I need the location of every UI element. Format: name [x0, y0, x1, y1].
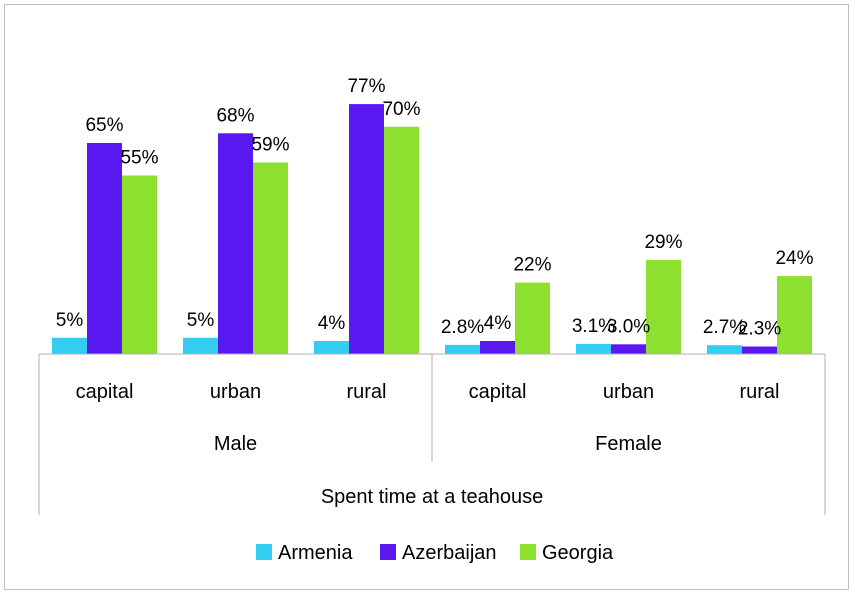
legend-label-georgia: Georgia — [542, 542, 614, 564]
bar-azerbaijan-0 — [87, 143, 122, 354]
bar-georgia-4 — [646, 259, 681, 354]
category-label-2: rural — [346, 381, 386, 403]
bar-georgia-5 — [777, 276, 812, 354]
legend-swatch-armenia — [256, 544, 272, 560]
bar-armenia-3 — [445, 344, 480, 354]
legend-swatch-georgia — [520, 544, 536, 560]
category-axis: capital urban rural capital urban rural Male Fe… — [38, 353, 826, 515]
bar-armenia-4 — [576, 343, 611, 354]
value-label-azerbaijan-4: 3.0% — [607, 316, 650, 337]
value-label-azerbaijan-5: 2.3% — [738, 319, 781, 340]
value-label-azerbaijan-1: 68% — [216, 105, 254, 126]
legend: Armenia Azerbaijan Georgia — [256, 542, 614, 564]
legend-label-armenia: Armenia — [278, 542, 353, 564]
bar-azerbaijan-4 — [611, 344, 646, 354]
value-label-armenia-3: 2.8% — [441, 317, 484, 338]
value-label-armenia-5: 2.7% — [703, 317, 746, 338]
bar-georgia-0 — [122, 175, 157, 354]
bar-armenia-5 — [707, 345, 742, 354]
bar-armenia-2 — [314, 341, 349, 354]
category-label-0: capital — [76, 381, 134, 403]
group-label-male: Male — [214, 433, 257, 455]
group-label-female: Female — [595, 433, 662, 455]
bar-georgia-1 — [253, 162, 288, 354]
value-label-georgia-0: 55% — [120, 148, 158, 169]
bar-armenia-0 — [52, 337, 87, 354]
value-label-azerbaijan-0: 65% — [85, 115, 123, 136]
value-label-armenia-0: 5% — [56, 310, 84, 331]
value-label-georgia-2: 70% — [382, 99, 420, 120]
value-label-armenia-4: 3.1% — [572, 316, 615, 337]
bar-azerbaijan-2 — [349, 104, 384, 354]
value-label-georgia-1: 59% — [251, 135, 289, 156]
bar-georgia-2 — [384, 126, 419, 354]
legend-label-azerbaijan: Azerbaijan — [402, 542, 497, 564]
category-label-5: rural — [739, 381, 779, 403]
value-label-armenia-2: 4% — [318, 313, 346, 334]
value-label-georgia-3: 22% — [513, 255, 551, 276]
x-axis-title: Spent time at a teahouse — [321, 486, 543, 508]
value-label-armenia-1: 5% — [187, 310, 215, 331]
bar-georgia-3 — [515, 282, 550, 354]
legend-swatch-azerbaijan — [380, 544, 396, 560]
value-label-georgia-5: 24% — [775, 248, 813, 269]
value-label-georgia-4: 29% — [644, 232, 682, 253]
bar-azerbaijan-5 — [742, 346, 777, 354]
bar-azerbaijan-3 — [480, 341, 515, 354]
value-label-azerbaijan-2: 77% — [347, 76, 385, 97]
category-label-3: capital — [469, 381, 527, 403]
category-label-1: urban — [210, 381, 261, 403]
value-labels-layer: 5% 5% 4% 2.8% 3.1% 2.7%65% 68%77%4% 3.0% 2.3%55%… — [56, 76, 814, 339]
bars-layer — [52, 104, 812, 354]
value-label-azerbaijan-3: 4% — [484, 313, 512, 334]
category-label-4: urban — [603, 381, 654, 403]
bar-azerbaijan-1 — [218, 133, 253, 354]
bar-armenia-1 — [183, 337, 218, 354]
